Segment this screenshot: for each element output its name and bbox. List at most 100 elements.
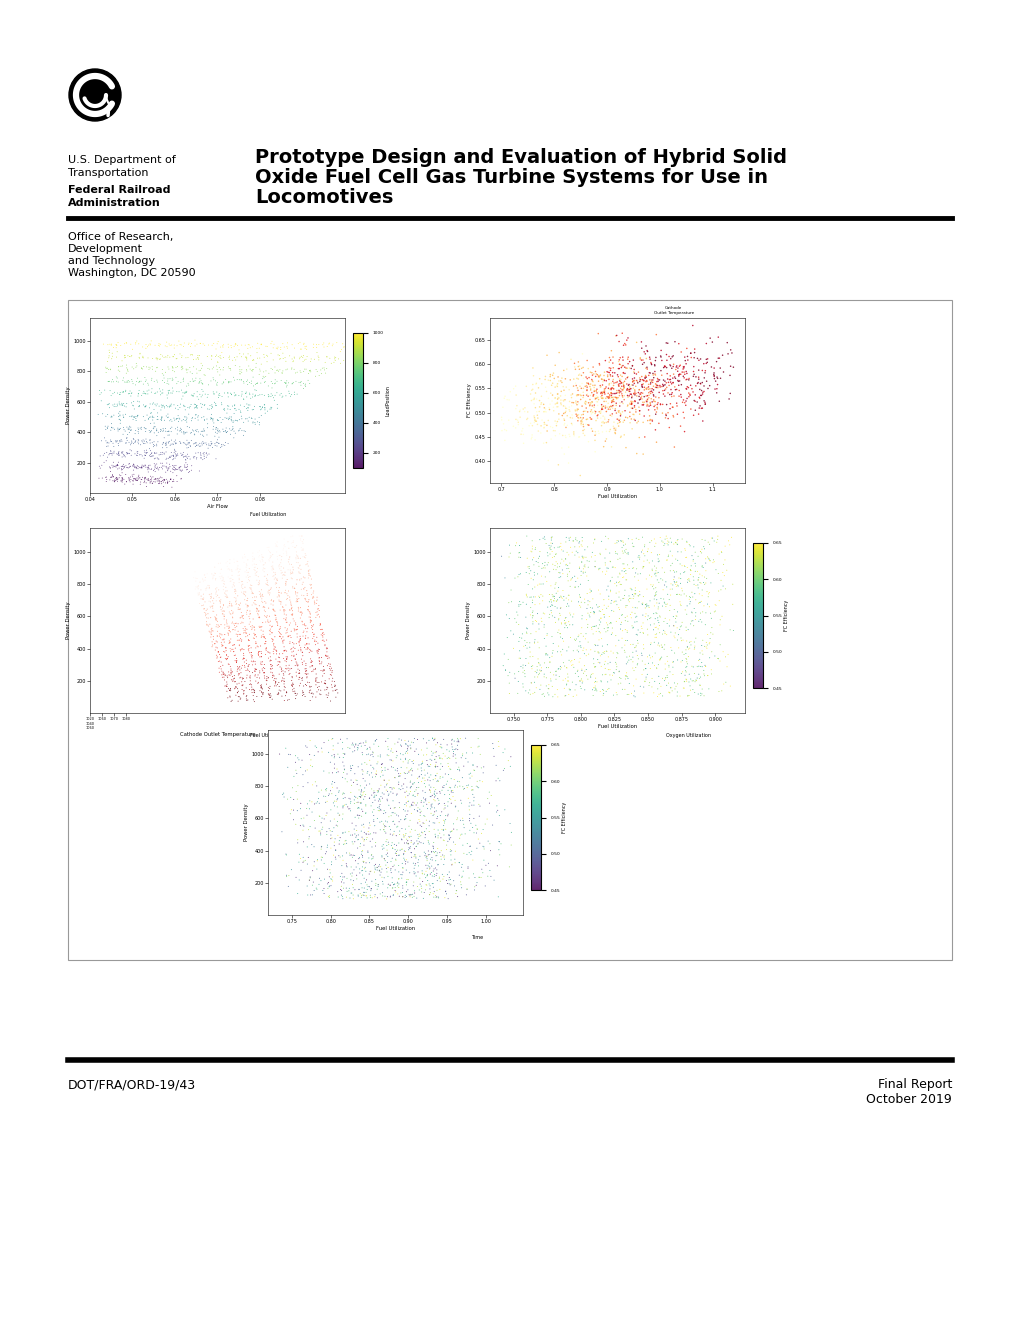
Point xyxy=(234,546,251,568)
Point xyxy=(171,432,187,453)
Point xyxy=(647,404,663,425)
Point xyxy=(358,733,374,754)
Point xyxy=(236,620,253,642)
Point xyxy=(227,651,244,672)
Point xyxy=(716,578,733,599)
Point xyxy=(215,568,231,589)
Point xyxy=(678,370,694,391)
Point xyxy=(260,375,276,396)
Point xyxy=(350,886,366,907)
Point xyxy=(425,730,441,751)
Point xyxy=(135,337,151,358)
Point xyxy=(575,626,591,647)
Point xyxy=(113,393,129,414)
Point xyxy=(125,429,142,450)
Point xyxy=(656,607,673,628)
Point xyxy=(205,590,221,611)
Point xyxy=(187,404,204,425)
Point xyxy=(582,639,598,660)
Point xyxy=(224,690,240,711)
Point xyxy=(584,421,600,442)
Point xyxy=(584,392,600,413)
Point xyxy=(345,789,362,810)
Point xyxy=(581,550,597,572)
Point xyxy=(183,345,200,366)
Point xyxy=(177,407,194,428)
Point xyxy=(657,345,674,366)
Point xyxy=(397,743,414,764)
Point xyxy=(574,531,590,552)
Point xyxy=(210,351,226,372)
Point xyxy=(619,667,635,688)
Point xyxy=(203,408,219,429)
Point xyxy=(315,622,331,643)
Point xyxy=(419,858,435,879)
Point xyxy=(607,659,624,680)
Point xyxy=(151,445,167,466)
Point xyxy=(448,776,465,797)
Point xyxy=(229,556,246,577)
Point xyxy=(615,424,632,445)
Point xyxy=(626,638,642,659)
Point xyxy=(587,671,603,692)
Point xyxy=(572,631,588,652)
Point xyxy=(612,426,629,447)
Point xyxy=(662,379,679,400)
Point xyxy=(311,647,327,668)
Point xyxy=(309,681,325,702)
Point xyxy=(136,447,152,469)
Point xyxy=(302,610,318,631)
Point xyxy=(639,549,655,570)
Point xyxy=(172,433,189,454)
Point xyxy=(393,829,410,850)
Point xyxy=(355,851,371,873)
Point xyxy=(299,639,315,660)
Point xyxy=(114,459,130,480)
Point xyxy=(635,444,651,465)
Point xyxy=(614,535,631,556)
Point xyxy=(129,407,146,428)
Point xyxy=(194,407,210,428)
Point xyxy=(566,421,582,442)
Point xyxy=(429,838,445,859)
Point xyxy=(649,544,665,565)
Point xyxy=(573,659,589,680)
Point xyxy=(206,370,222,391)
Point xyxy=(575,408,591,429)
Point xyxy=(350,788,366,809)
Point xyxy=(109,335,125,356)
Point xyxy=(589,387,605,408)
Point xyxy=(195,589,211,610)
Point xyxy=(661,661,678,682)
Point xyxy=(324,660,340,681)
Point xyxy=(189,363,205,384)
Point xyxy=(690,359,706,380)
Point xyxy=(640,396,656,417)
Point xyxy=(666,627,683,648)
Point xyxy=(399,879,416,900)
Point xyxy=(417,764,433,785)
Point xyxy=(204,636,220,657)
Point xyxy=(566,424,582,445)
Point xyxy=(342,791,359,812)
Point xyxy=(626,379,642,400)
Point xyxy=(367,730,383,751)
Point xyxy=(212,345,228,366)
Point xyxy=(573,623,589,644)
Point xyxy=(392,763,409,784)
Point xyxy=(351,733,367,754)
Point xyxy=(296,578,312,599)
Point xyxy=(289,591,306,612)
Point xyxy=(101,371,117,392)
Point xyxy=(686,635,702,656)
Point xyxy=(696,393,712,414)
Point xyxy=(626,583,642,605)
Point xyxy=(642,657,658,678)
Point xyxy=(297,359,313,380)
Point xyxy=(591,681,607,702)
Point xyxy=(101,346,117,367)
Point xyxy=(305,628,321,649)
Point xyxy=(557,554,574,576)
Point xyxy=(330,781,346,803)
Point xyxy=(466,791,482,812)
